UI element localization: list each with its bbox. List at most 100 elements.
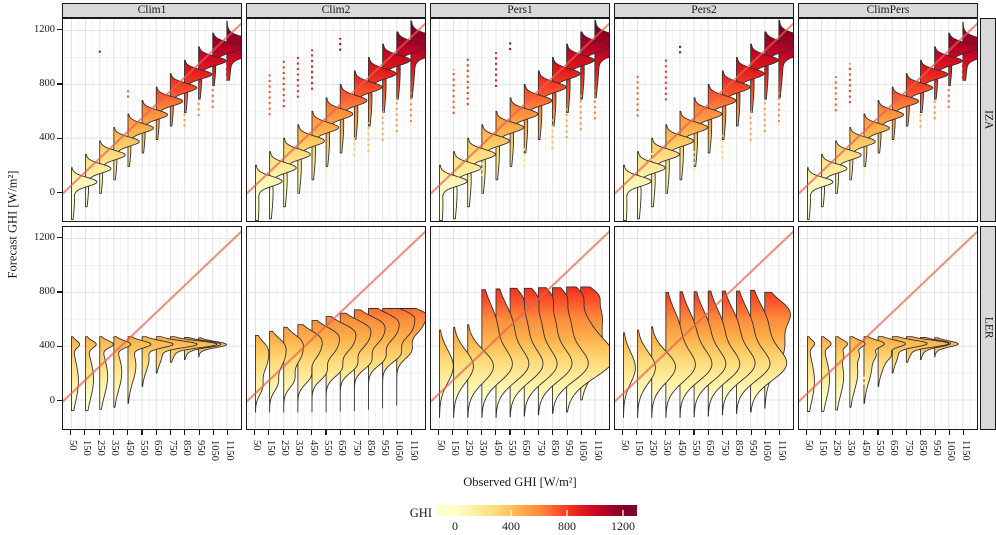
x-tick <box>820 430 822 435</box>
x-tick-label-text: 950 <box>563 440 575 456</box>
facet-strip-climpers: ClimPers <box>798 3 978 18</box>
x-tick-label-text: 450 <box>123 440 135 456</box>
x-tick-label-text: 50 <box>66 440 78 451</box>
panel-iza-clim2 <box>246 18 426 222</box>
ridge-density <box>736 290 771 414</box>
panel-canvas <box>63 227 241 429</box>
x-tick <box>495 430 497 435</box>
ridge-density <box>835 336 849 411</box>
x-tick <box>891 430 893 435</box>
x-tick-label-text: 150 <box>632 440 644 456</box>
y-tick <box>57 345 62 347</box>
x-tick-label-text: 350 <box>845 440 857 456</box>
x-tick-label-text: 1050 <box>393 440 405 461</box>
ridge-density <box>509 287 544 418</box>
panel-canvas <box>63 19 241 221</box>
ridge-density <box>721 290 756 416</box>
y-tick <box>57 28 62 31</box>
x-tick <box>736 430 738 435</box>
x-tick-label-text: 350 <box>109 440 121 456</box>
panel-canvas <box>247 19 425 221</box>
x-tick <box>296 430 299 435</box>
x-tick-label-text: 850 <box>732 440 744 456</box>
x-axis-title: Observed GHI [W/m²] <box>463 475 577 489</box>
x-tick-label-text: 450 <box>307 440 319 456</box>
legend-tick-label: 400 <box>502 519 520 533</box>
x-tick <box>621 430 624 435</box>
x-tick-label-text: 650 <box>520 440 532 456</box>
x-tick <box>779 430 781 435</box>
x-tick <box>877 430 879 435</box>
y-tick-label: 0 <box>49 186 55 198</box>
x-tick-label-text: 150 <box>80 440 92 456</box>
x-tick <box>227 430 229 435</box>
x-tick <box>537 430 540 435</box>
identity-line <box>799 22 977 195</box>
x-tick <box>650 430 652 435</box>
x-tick <box>69 430 72 435</box>
facet-strip-ler: LER <box>980 226 996 430</box>
legend-title: GHI <box>409 506 432 520</box>
ridge-density <box>495 288 530 418</box>
legend-tick-label: 1200 <box>611 519 635 533</box>
ridge-density <box>877 336 906 387</box>
panel-iza-pers2 <box>614 18 794 222</box>
x-tick-label-text: 450 <box>491 440 503 456</box>
y-tick-label: 0 <box>49 394 55 406</box>
x-tick <box>509 430 511 435</box>
x-tick <box>934 430 936 435</box>
x-tick-label-text: 150 <box>816 440 828 456</box>
x-tick-label-text: 50 <box>250 440 262 451</box>
x-tick-label-text: 1150 <box>959 440 971 461</box>
x-tick-label-text: 150 <box>448 440 460 456</box>
x-tick <box>664 430 667 435</box>
x-tick <box>311 430 313 435</box>
x-tick <box>396 430 399 435</box>
x-tick <box>750 430 752 435</box>
x-tick-label-text: 450 <box>859 440 871 456</box>
x-tick-label-text: 1150 <box>775 440 787 461</box>
facet-strip-clim2: Clim2 <box>246 3 426 18</box>
x-tick <box>963 430 965 435</box>
panel-ler-climpers <box>798 226 978 430</box>
panel-iza-clim1 <box>62 18 242 222</box>
x-tick <box>325 430 327 435</box>
ridge-density <box>453 326 474 418</box>
identity-line <box>615 230 793 403</box>
x-tick-label-text: 1050 <box>761 440 773 461</box>
identity-line <box>431 22 609 195</box>
facet-strip-iza: IZA <box>980 18 996 222</box>
ridge-density <box>863 336 885 404</box>
x-tick-label-text: 1150 <box>223 440 235 461</box>
y-axis-title-text: Forecast GHI [W/m²] <box>5 170 20 278</box>
x-tick-label-text: 950 <box>747 440 759 456</box>
ridge-density <box>523 287 558 417</box>
x-tick-label-text: 650 <box>704 440 716 456</box>
x-tick-label-text: 750 <box>166 440 178 456</box>
ridge-density <box>623 332 636 418</box>
identity-line <box>63 22 241 195</box>
x-tick <box>920 430 922 435</box>
x-tick-label-text: 450 <box>675 440 687 456</box>
x-tick <box>382 430 384 435</box>
ridge-density <box>127 336 152 404</box>
x-tick-label-text: 650 <box>888 440 900 456</box>
x-tick <box>466 430 468 435</box>
legend-gradient-rect <box>437 505 637 516</box>
x-tick <box>198 430 200 435</box>
x-tick-label-text: 950 <box>931 440 943 456</box>
x-tick-label-text: 1150 <box>591 440 603 461</box>
panel-ler-pers2 <box>614 226 794 430</box>
y-tick-label: 1200 <box>34 23 55 35</box>
x-tick-label-text: 250 <box>279 440 291 456</box>
ridge-density <box>439 329 454 418</box>
ridge-density <box>778 20 793 99</box>
ridge-density <box>481 289 513 418</box>
x-tick <box>863 430 865 435</box>
facet-strip-label: Pers1 <box>507 3 533 16</box>
ridge-density <box>410 20 425 99</box>
ridge-density <box>255 334 270 413</box>
x-tick <box>253 430 256 435</box>
x-tick <box>437 430 440 435</box>
